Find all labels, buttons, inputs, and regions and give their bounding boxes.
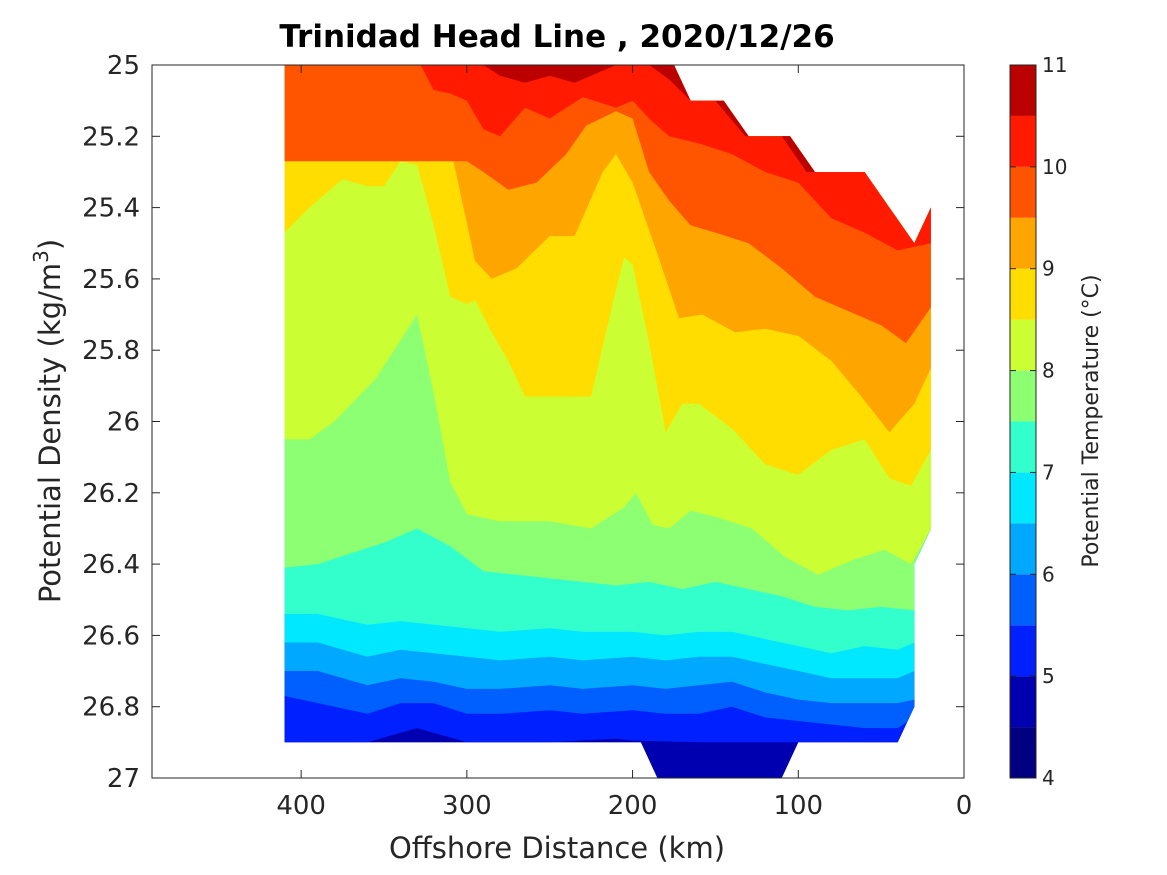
colorbar-tick-label: 10 <box>1042 155 1067 179</box>
colorbar-segment <box>1010 370 1036 422</box>
x-tick-label: 0 <box>956 791 973 821</box>
colorbar-segment <box>1010 166 1036 218</box>
x-tick-label: 400 <box>276 791 326 821</box>
colorbar-tick-label: 6 <box>1042 562 1055 586</box>
colorbar-label: Potential Temperature (°C) <box>1079 274 1104 567</box>
colorbar-segment <box>1010 625 1036 677</box>
x-tick-label: 200 <box>608 791 658 821</box>
colorbar-tick-label: 4 <box>1042 766 1055 790</box>
x-tick-label: 300 <box>442 791 492 821</box>
y-tick-label: 25.2 <box>82 122 140 152</box>
chart-title: Trinidad Head Line , 2020/12/26 <box>279 19 834 55</box>
colorbar-tick-label: 7 <box>1042 460 1055 484</box>
x-axis: 400 300 200 100 0 <box>276 65 972 821</box>
colorbar-segment <box>1010 421 1036 473</box>
y-tick-label: 25.8 <box>82 336 140 366</box>
y-tick-label: 26.6 <box>82 621 140 651</box>
colorbar-segment <box>1010 574 1036 626</box>
y-tick-label: 25.4 <box>82 194 140 224</box>
colorbar-segment <box>1010 115 1036 167</box>
y-axis: 25 25.2 25.4 25.6 25.8 26 26.2 26.4 26.6 26.8 27 <box>82 51 964 794</box>
colorbar-tick-label: 8 <box>1042 359 1055 383</box>
colorbar-segment <box>1010 268 1036 320</box>
colorbar: 4 5 6 7 8 9 10 11 <box>1009 53 1067 790</box>
colorbar-segment <box>1010 523 1036 575</box>
colorbar-tick-label: 11 <box>1042 53 1067 77</box>
y-tick-label: 25.6 <box>82 265 140 295</box>
colorbar-segment <box>1010 472 1036 524</box>
y-axis-label-superscript: 3 <box>29 250 53 263</box>
y-tick-label: 25 <box>107 51 140 81</box>
y-axis-label: Potential Density (kg/m3) <box>29 239 67 603</box>
colorbar-segment <box>1010 676 1036 728</box>
colorbar-segment <box>1010 65 1036 116</box>
colorbar-frame <box>1009 64 1037 779</box>
colorbar-segment <box>1010 727 1036 778</box>
x-tick-label: 100 <box>773 791 823 821</box>
y-tick-label: 26 <box>107 408 140 438</box>
colorbar-segment <box>1010 217 1036 269</box>
y-tick-label: 26.2 <box>82 479 140 509</box>
y-tick-label: 26.8 <box>82 693 140 723</box>
y-axis-label-text: Potential Density (kg/m <box>33 263 67 603</box>
contour-band-9.5 <box>284 65 931 344</box>
x-axis-label: Offshore Distance (km) <box>389 831 725 865</box>
colorbar-tick-label: 9 <box>1042 257 1055 281</box>
y-axis-label-close: ) <box>33 239 67 250</box>
y-tick-label: 26.4 <box>82 550 140 580</box>
y-tick-label: 27 <box>107 764 140 794</box>
colorbar-segment <box>1010 319 1036 371</box>
colorbar-tick-label: 5 <box>1042 664 1055 688</box>
